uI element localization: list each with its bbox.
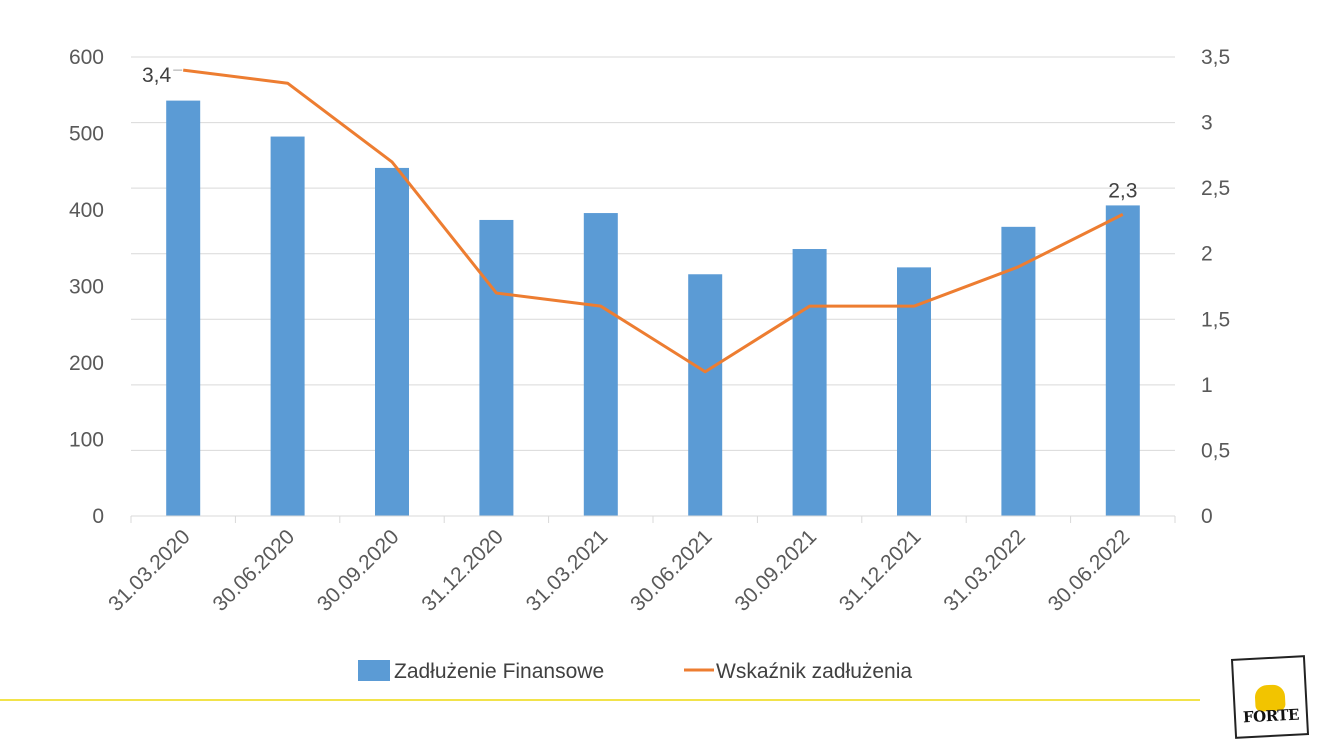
right-tick-label: 2 — [1201, 243, 1213, 266]
legend: Zadłużenie Finansowe Wskaźnik zadłużenia — [358, 660, 912, 683]
right-tick-label: 1,5 — [1201, 308, 1230, 331]
forte-logo: FORTE — [1230, 655, 1310, 739]
left-tick-label: 0 — [92, 505, 104, 528]
gridlines — [131, 56, 1175, 451]
bar — [166, 100, 201, 516]
bar — [688, 274, 723, 516]
left-axis-ticks: 0 100 200 300 400 500 600 — [69, 46, 104, 528]
line-series — [183, 68, 1124, 374]
bar — [375, 167, 409, 517]
x-tick-label: 30.06.2020 — [209, 525, 300, 616]
x-tick-label: 31.12.2020 — [417, 525, 508, 616]
x-tick-label: 30.09.2020 — [313, 525, 404, 616]
x-axis: 31.03.2020 30.06.2020 30.09.2020 31.12.2020… — [104, 515, 1176, 616]
data-labels: 3,4 2,3 — [142, 64, 1137, 202]
bar — [1001, 226, 1036, 516]
footer-divider — [0, 699, 1200, 701]
legend-swatch-bar — [358, 660, 390, 681]
right-tick-label: 0 — [1201, 505, 1213, 528]
logo-wordmark: FORTE — [1242, 705, 1300, 727]
x-tick-label: 31.03.2020 — [104, 525, 195, 616]
left-tick-label: 300 — [69, 276, 104, 299]
right-tick-label: 3,5 — [1201, 46, 1230, 69]
bar-series — [166, 100, 1140, 517]
right-tick-label: 3 — [1201, 112, 1213, 135]
legend-label-bar: Zadłużenie Finansowe — [394, 660, 604, 683]
right-tick-label: 0,5 — [1201, 439, 1230, 462]
x-tick-label: 30.06.2022 — [1044, 525, 1135, 616]
left-tick-label: 100 — [69, 429, 104, 452]
right-axis-ticks: 0 0,5 1 1,5 2 2,5 3 3,5 — [1201, 46, 1230, 528]
x-tick-label: 31.12.2021 — [835, 525, 926, 616]
x-tick-label: 30.09.2021 — [731, 525, 822, 616]
data-label: 2,3 — [1108, 179, 1137, 202]
right-tick-label: 2,5 — [1201, 177, 1230, 200]
left-tick-label: 600 — [69, 46, 104, 69]
bar — [897, 267, 931, 516]
left-tick-label: 400 — [69, 199, 104, 222]
bar — [1105, 205, 1140, 516]
line-path — [183, 68, 1124, 374]
right-tick-label: 1 — [1201, 374, 1213, 397]
left-tick-label: 200 — [69, 352, 104, 375]
x-tick-label: 31.03.2021 — [522, 525, 613, 616]
bar — [792, 249, 827, 516]
data-label: 3,4 — [142, 64, 172, 87]
legend-label-line: Wskaźnik zadłużenia — [716, 660, 912, 683]
bar — [583, 213, 618, 516]
bar — [270, 136, 305, 516]
left-tick-label: 500 — [69, 123, 104, 146]
x-tick-label: 30.06.2021 — [626, 525, 717, 616]
x-tick-label: 31.03.2022 — [939, 525, 1030, 616]
bar — [479, 219, 514, 516]
